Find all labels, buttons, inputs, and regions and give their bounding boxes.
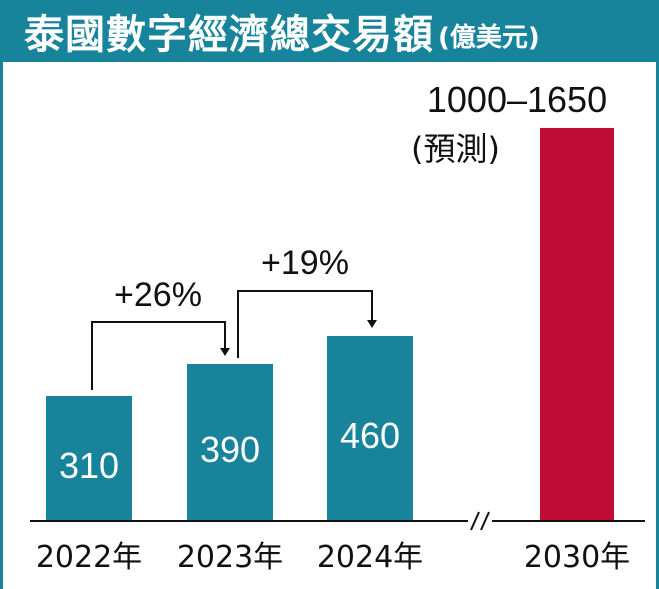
chart-title: 泰國數字經濟總交易額: [24, 12, 434, 58]
bar-2023: [187, 364, 273, 520]
growth-arrow-head: [367, 320, 377, 328]
bar-forecast-2030: [540, 127, 614, 521]
unit-label: (億美元): [438, 22, 540, 53]
growth-label: +26%: [114, 276, 202, 314]
value-label: 390: [200, 429, 260, 470]
tick-label: 2022年: [36, 540, 142, 575]
growth-label: +19%: [261, 244, 349, 282]
growth-arrow-line: [237, 290, 373, 358]
tick-label: 2024年: [317, 540, 423, 575]
title-bar: 泰國數字經濟總交易額 (億美元): [0, 0, 659, 62]
forecast-note: (預測): [411, 130, 500, 168]
growth-arrow-head: [220, 348, 230, 356]
bar-2022: [46, 396, 132, 520]
forecast-range-label: 1000–1650: [427, 79, 607, 120]
value-label: 460: [340, 415, 400, 456]
value-label: 310: [59, 445, 119, 486]
left-border: [0, 62, 3, 589]
tick-label: 2030年: [524, 540, 630, 575]
bar-2024: [327, 336, 413, 520]
right-border: [656, 62, 659, 589]
growth-arrow-line: [91, 321, 226, 390]
tick-label: 2023年: [177, 540, 283, 575]
axis-break: [468, 510, 492, 532]
